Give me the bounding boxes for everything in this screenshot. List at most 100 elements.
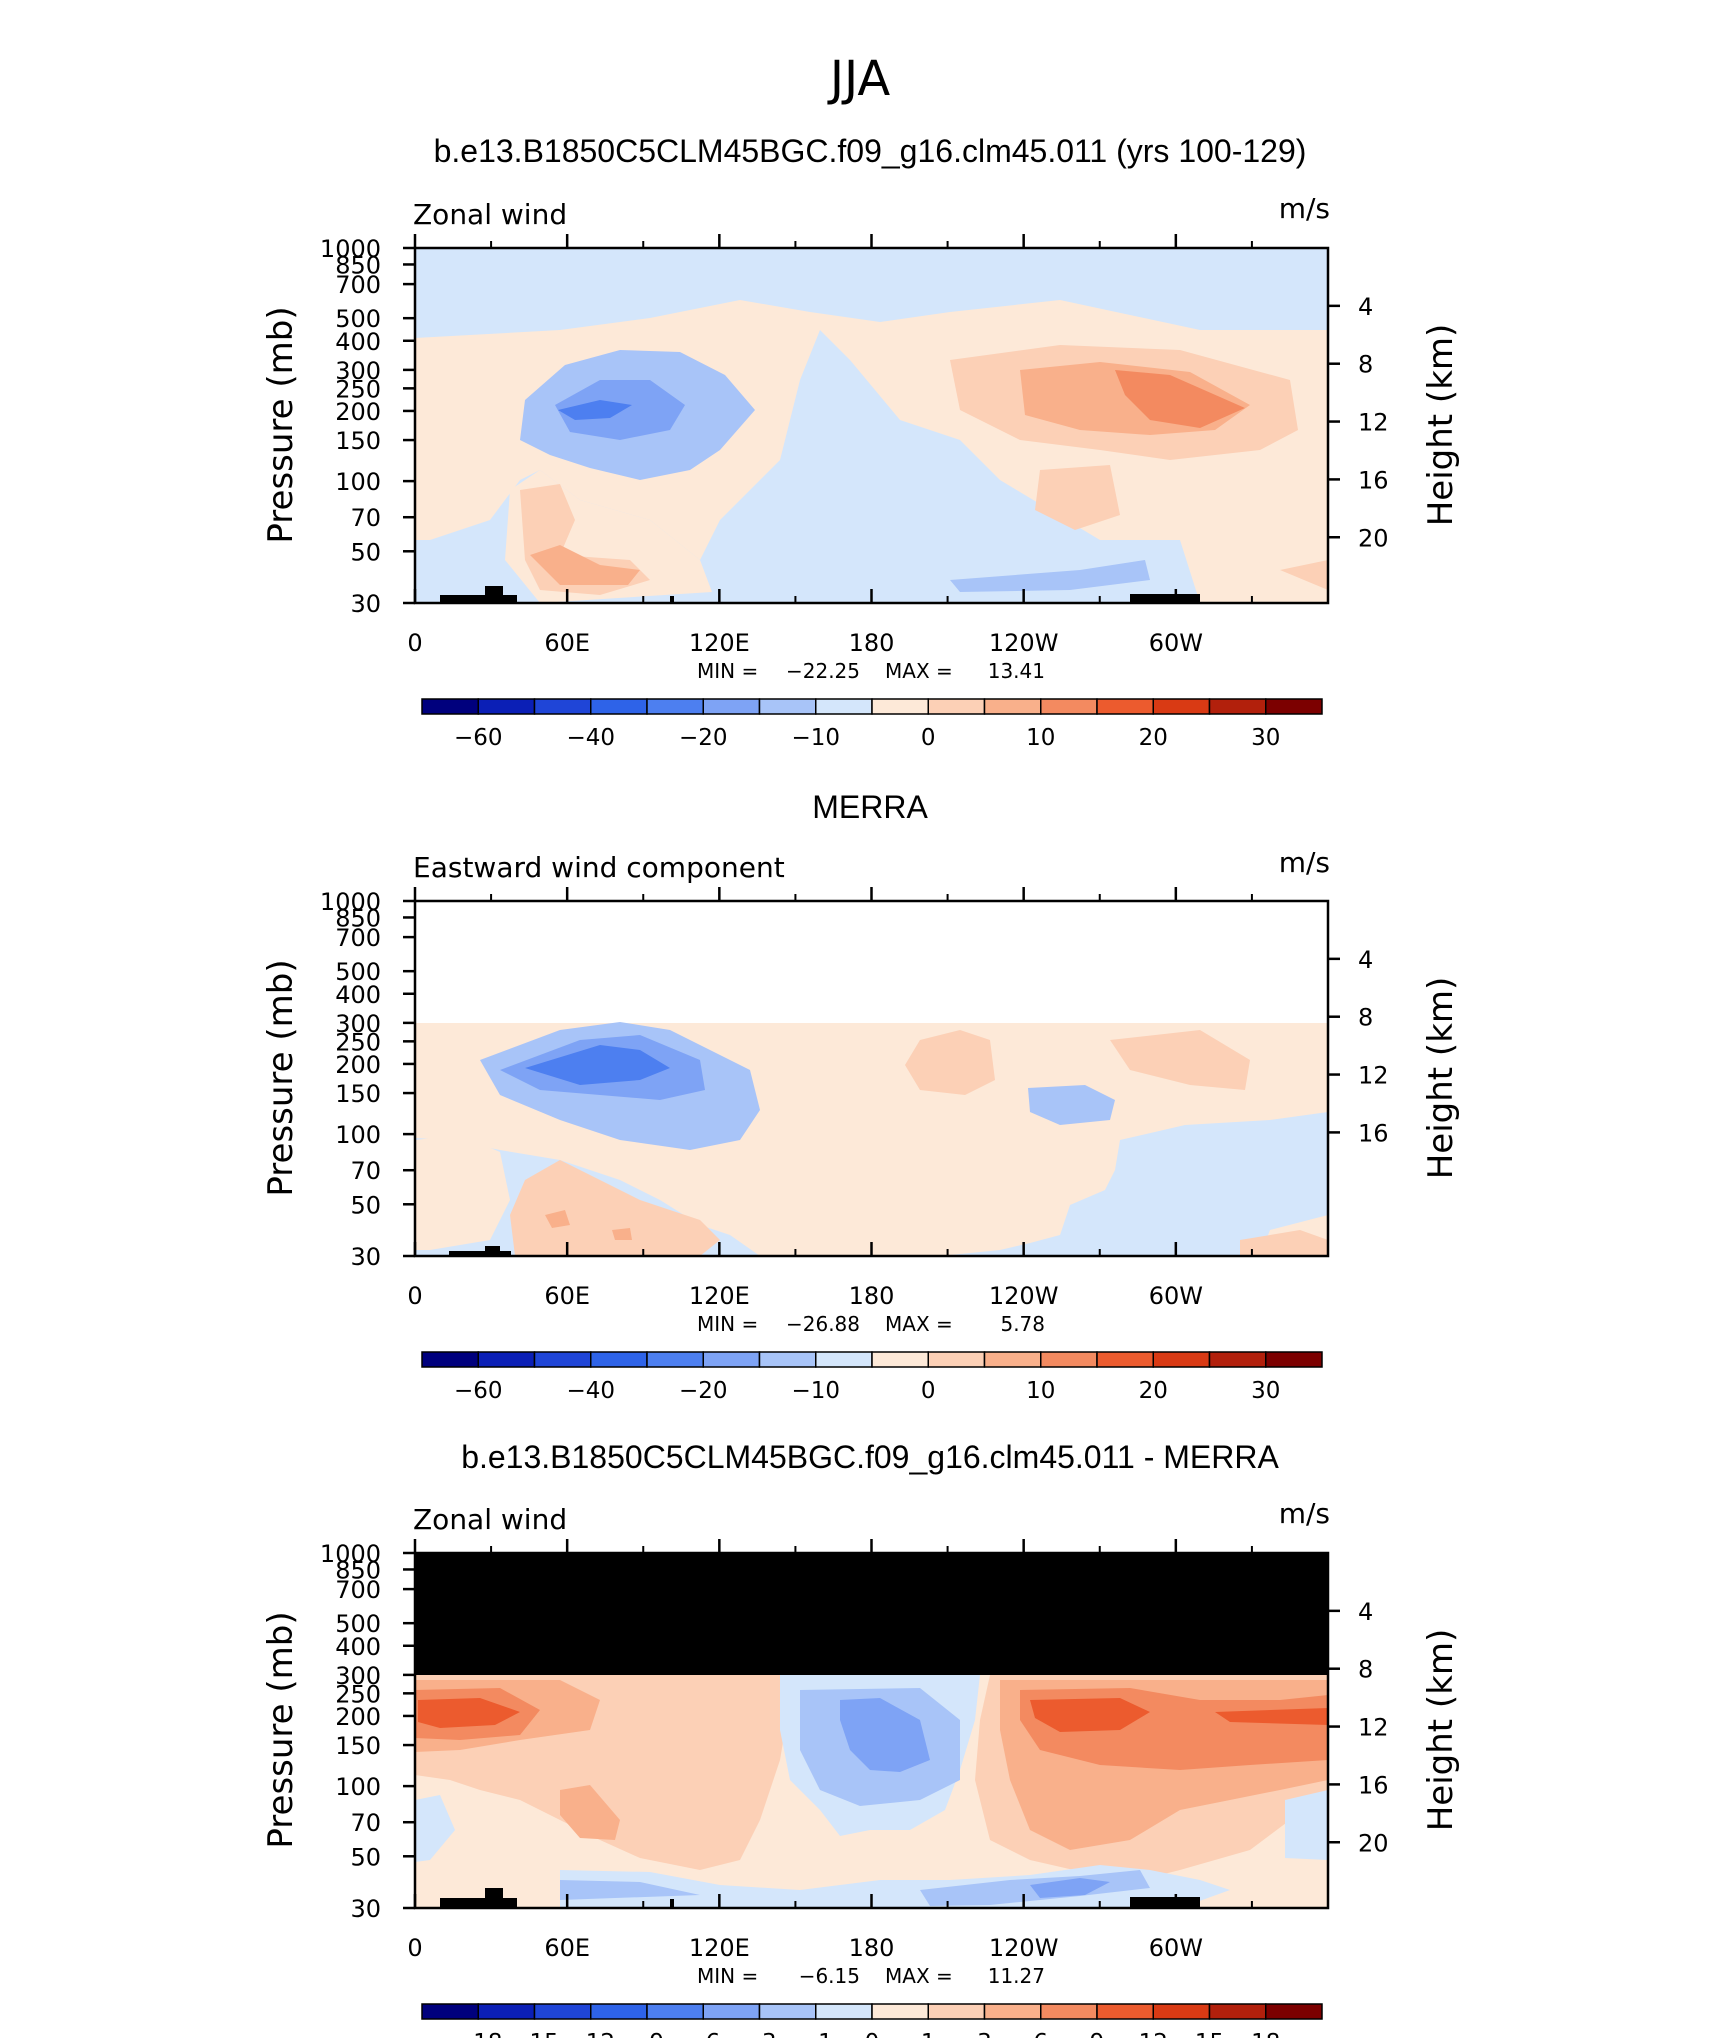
colorbar-label: 0 [921, 725, 936, 751]
contour-band [415, 1795, 455, 1862]
min-value: −6.15 [799, 1964, 860, 1988]
min-label: MIN = [697, 1964, 758, 1988]
y-tick-label: 500 [335, 958, 381, 986]
colorbar-swatch [1265, 1351, 1323, 1368]
y-tick-label: 100 [335, 1773, 381, 1801]
colorbar-label: −40 [566, 1378, 615, 1404]
y-tick-label: 850 [335, 904, 381, 932]
colorbar-swatch [1096, 698, 1154, 715]
x-tick-label: 120E [689, 1934, 750, 1962]
axes: 0 60E 120E 180 120W 60W3050701001502002503004… [320, 1539, 1389, 1962]
y-tick-label: 400 [335, 981, 381, 1009]
colorbar-swatch [1265, 698, 1323, 715]
y-tick-label: 400 [335, 1633, 381, 1661]
contour-band [905, 1030, 995, 1095]
colorbar-swatch [421, 2003, 479, 2020]
colorbar-swatch [983, 1351, 1042, 1368]
colorbar-swatch [815, 2003, 873, 2020]
y-tick-label-right: 4 [1358, 946, 1373, 974]
topography-block [485, 586, 503, 603]
contour-band [1285, 1790, 1328, 1860]
colorbar-swatch [702, 2003, 761, 2020]
min-label: MIN = [697, 659, 758, 683]
min-value: −26.88 [786, 1312, 860, 1336]
max-value: 5.78 [1000, 1312, 1045, 1336]
colorbar-swatch [590, 698, 648, 715]
y-axis-title: Pressure (mb) [261, 1611, 301, 1848]
y-tick-label-right: 16 [1358, 1119, 1389, 1147]
x-tick-label: 0 [407, 629, 422, 657]
variable-label: Eastward wind component [413, 851, 785, 884]
topography-block [440, 595, 517, 603]
colorbar-label: −10 [791, 725, 840, 751]
colorbar-swatch [871, 2003, 929, 2020]
y-tick-label-right: 8 [1358, 351, 1373, 379]
topography [440, 1888, 1200, 1908]
axes: 0 60E 120E 180 120W 60W3050701001502002503004… [320, 887, 1389, 1310]
colorbar-label: 20 [1139, 1378, 1168, 1404]
colorbar-swatch [477, 2003, 536, 2020]
colorbar-swatch [477, 698, 536, 715]
colorbar-swatch [533, 698, 592, 715]
contour-band [1028, 1085, 1115, 1125]
contour-band [950, 560, 1150, 592]
colorbar-swatch [1208, 698, 1267, 715]
contour-band [1245, 550, 1328, 603]
contour-band [560, 1880, 700, 1900]
colorbar-swatch [1096, 2003, 1154, 2020]
contour-band [415, 370, 450, 430]
y-axis-title-right: Height (km) [1421, 1629, 1461, 1832]
colorbar-label: −18 [454, 2030, 503, 2038]
topography-block [485, 1246, 500, 1256]
topography-block [449, 1251, 511, 1256]
colorbar-swatch [646, 1351, 704, 1368]
colorbar-label: −9 [630, 2030, 664, 2038]
variable-label: Zonal wind [413, 1503, 567, 1536]
colorbar-label: 10 [1026, 1378, 1055, 1404]
colorbar-label: −60 [454, 725, 503, 751]
colorbar-label: 3 [977, 2030, 992, 2038]
y-axis-title-right: Height (km) [1421, 324, 1461, 527]
y-tick-label-right: 4 [1358, 293, 1373, 321]
units-label: m/s [1279, 192, 1330, 225]
y-tick-label: 850 [335, 251, 381, 279]
contour-band [418, 1698, 520, 1728]
x-tick-label: 60W [1149, 629, 1203, 657]
colorbar-swatch [758, 2003, 817, 2020]
min-label: MIN = [697, 1312, 758, 1336]
panel-observations: MERRA Eastward wind component m/s [261, 789, 1461, 1404]
y-axis-title-right: Height (km) [1421, 977, 1461, 1180]
x-tick-label: 60E [544, 1934, 590, 1962]
topography-block [670, 596, 674, 603]
y-tick-label: 100 [335, 1121, 381, 1149]
y-tick-label: 300 [335, 1010, 381, 1038]
y-tick-label-right: 12 [1358, 409, 1389, 437]
contour-band [530, 545, 640, 585]
colorbar-swatch [590, 2003, 648, 2020]
colorbar-label: −40 [566, 725, 615, 751]
max-value: 11.27 [988, 1964, 1045, 1988]
colorbar-swatch [1152, 698, 1211, 715]
colorbar-swatch [1040, 2003, 1098, 2020]
contour-field [415, 901, 1328, 1256]
colorbar-swatch [815, 698, 873, 715]
max-label: MAX = [885, 1312, 953, 1336]
y-tick-label: 250 [335, 1028, 381, 1056]
y-tick-label: 200 [335, 398, 381, 426]
y-axis-title: Pressure (mb) [261, 959, 301, 1196]
colorbar-swatch [871, 1351, 929, 1368]
y-tick-label-right: 4 [1358, 1598, 1373, 1626]
y-tick-label: 1000 [320, 888, 381, 916]
colorbar-swatch [1152, 2003, 1211, 2020]
colorbar-label: 0 [921, 1378, 936, 1404]
contour-band [1035, 465, 1120, 530]
colorbar-swatch [927, 1351, 986, 1368]
variable-label: Zonal wind [413, 198, 567, 231]
y-tick-label: 150 [335, 1732, 381, 1760]
y-tick-label: 850 [335, 1556, 381, 1584]
colorbar: −60 −40 −20 −10 0 10 20 30 [421, 698, 1323, 751]
colorbar-swatch [421, 698, 479, 715]
max-label: MAX = [885, 659, 953, 683]
y-tick-label: 50 [350, 538, 381, 566]
x-tick-label: 60E [544, 1282, 590, 1310]
